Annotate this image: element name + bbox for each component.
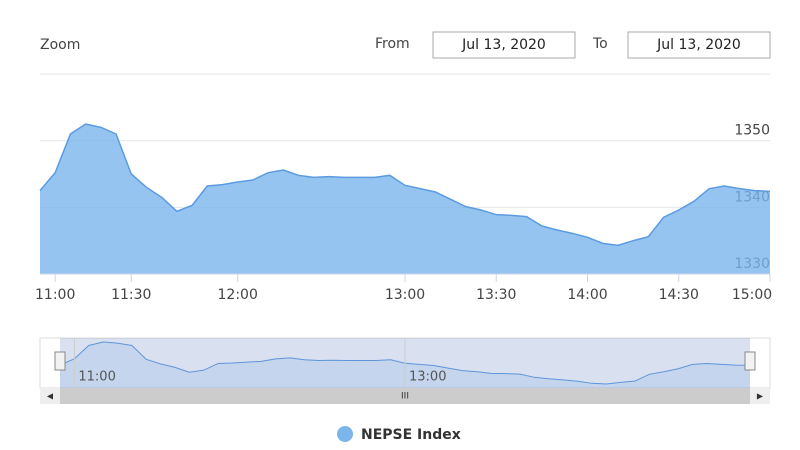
scroll-right[interactable]: ▶ bbox=[757, 392, 764, 401]
zoom-label: Zoom bbox=[40, 37, 80, 53]
to-input[interactable] bbox=[627, 31, 771, 59]
scrollbar-thumb[interactable] bbox=[60, 388, 750, 404]
x-tick-label: 15:00 bbox=[732, 287, 772, 303]
x-tick-label: 11:00 bbox=[35, 287, 75, 303]
legend-marker bbox=[337, 426, 353, 442]
from-label: From bbox=[375, 36, 410, 52]
x-tick-label: 14:00 bbox=[567, 287, 607, 303]
y-tick-label: 1350 bbox=[734, 123, 770, 139]
navigator-handle[interactable] bbox=[54, 351, 66, 371]
area bbox=[40, 124, 770, 274]
line bbox=[39, 123, 771, 247]
x-tick-label: 13:00 bbox=[385, 287, 425, 303]
scroll-left[interactable]: ◀ bbox=[47, 392, 54, 401]
to-label: To bbox=[592, 36, 608, 52]
to-date: Jul 13, 2020 bbox=[656, 37, 741, 53]
navigator-label: 13:00 bbox=[409, 370, 446, 385]
from-input[interactable] bbox=[432, 31, 576, 59]
navigator-handle[interactable] bbox=[744, 351, 756, 371]
x-tick-label: 11:30 bbox=[111, 287, 151, 303]
from-date: Jul 13, 2020 bbox=[461, 37, 546, 53]
x-tick-label: 13:30 bbox=[476, 287, 516, 303]
x-tick-label: 12:00 bbox=[218, 287, 258, 303]
navigator-label: 11:00 bbox=[78, 370, 115, 385]
legend-label: NEPSE Index bbox=[361, 427, 461, 443]
scrollbar-grip: III bbox=[401, 392, 409, 402]
x-tick-label: 14:30 bbox=[659, 287, 699, 303]
